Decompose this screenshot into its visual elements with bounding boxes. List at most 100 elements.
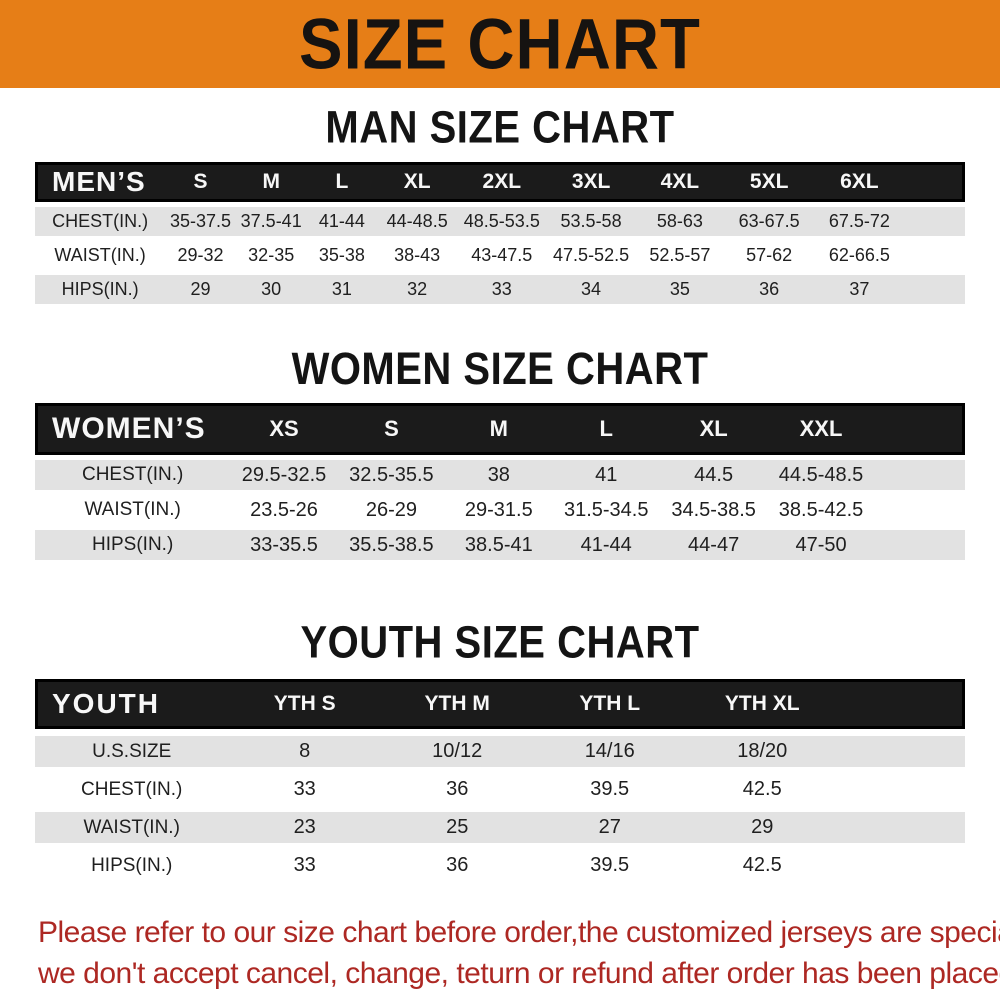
value-cell: 32 xyxy=(377,275,458,304)
section-men: MAN SIZE CHART MEN’S S M L XL 2XL 3XL 4XL 5XL 6XL C… xyxy=(35,103,965,309)
row-spacer-cell xyxy=(875,495,965,525)
column-header-cell: XS xyxy=(230,403,338,455)
row-spacer-cell xyxy=(838,736,965,767)
table-row: HIPS(IN.) 29 30 31 32 33 34 35 36 37 xyxy=(35,275,965,304)
value-cell: 38.5-42.5 xyxy=(778,498,864,521)
table-row: WAIST(IN.) 23.5-26 26-29 29-31.5 31.5-34.5 34… xyxy=(35,495,965,525)
row-spacer-cell xyxy=(904,275,965,304)
table-header-row: WOMEN’S XS S M L XL XXL xyxy=(35,403,965,455)
row-spacer-cell xyxy=(874,460,965,490)
row-label-cell: WAIST(IN.) xyxy=(84,499,181,520)
banner-title: SIZE CHART xyxy=(299,3,701,85)
header-spacer-cell xyxy=(904,162,965,202)
row-label-cell: HIPS(IN.) xyxy=(35,530,231,560)
value-cell: 37 xyxy=(814,275,905,304)
section-youth: YOUTH SIZE CHART YOUTH YTH S YTH M YTH L YTH … xyxy=(35,617,965,888)
header-spacer-cell xyxy=(874,403,965,455)
women-size-table: WOMEN’S XS S M L XL XXL CHEST(IN.) 29.5-32.5 32.5… xyxy=(35,398,965,565)
header-label-cell: YOUTH xyxy=(35,679,229,729)
table-row: CHEST(IN.) 33 36 39.5 42.5 xyxy=(35,774,965,805)
footer-line-1: Please refer to our size chart before or… xyxy=(38,916,1000,949)
value-cell: 39.5 xyxy=(590,854,630,876)
header-label-cell: MEN’S xyxy=(35,162,166,202)
column-header-cell: S xyxy=(337,403,446,455)
column-header-cell: XXL xyxy=(767,403,875,455)
value-cell: 38.5-41 xyxy=(445,530,553,560)
section-title-men: MAN SIZE CHART xyxy=(35,103,965,153)
column-header-cell: YTH S xyxy=(228,679,381,729)
column-header-cell: L xyxy=(306,162,378,202)
row-label-cell: CHEST(IN.) xyxy=(81,778,183,800)
banner: SIZE CHART xyxy=(0,0,1000,88)
column-header-cell: L xyxy=(552,403,660,455)
column-header-cell: 6XL xyxy=(814,162,905,202)
table-header-row: MEN’S S M L XL 2XL 3XL 4XL 5XL 6XL xyxy=(35,162,965,202)
table-header-row: YOUTH YTH S YTH M YTH L YTH XL xyxy=(35,679,965,729)
value-cell: 57-62 xyxy=(746,245,793,265)
value-cell: 23.5-26 xyxy=(250,498,318,521)
value-cell: 52.5-57 xyxy=(649,245,711,265)
table-row: CHEST(IN.) 29.5-32.5 32.5-35.5 38 41 44.5 44.5… xyxy=(35,460,965,490)
value-cell: 36 xyxy=(446,778,469,800)
value-cell: 29 xyxy=(685,812,839,843)
value-cell: 18/20 xyxy=(685,736,839,767)
value-cell: 29-31.5 xyxy=(464,498,533,521)
column-header-cell: YTH XL xyxy=(685,679,839,729)
value-cell: 53.5-58 xyxy=(546,207,636,236)
table-row: U.S.SIZE 8 10/12 14/16 18/20 xyxy=(35,736,965,767)
value-cell: 31.5-34.5 xyxy=(563,498,649,521)
row-label-cell: WAIST(IN.) xyxy=(35,812,229,843)
value-cell: 34.5-38.5 xyxy=(671,498,756,521)
value-cell: 29 xyxy=(165,275,236,304)
value-cell: 58-63 xyxy=(635,207,725,236)
value-cell: 44.5-48.5 xyxy=(767,460,875,490)
row-spacer-cell xyxy=(904,207,965,236)
table-row: HIPS(IN.) 33 36 39.5 42.5 xyxy=(35,850,965,881)
value-cell: 47-50 xyxy=(767,530,875,560)
value-cell: 67.5-72 xyxy=(814,207,905,236)
value-cell: 26-29 xyxy=(365,498,417,521)
row-spacer-cell xyxy=(874,530,965,560)
value-cell: 63-67.5 xyxy=(724,207,815,236)
value-cell: 34 xyxy=(546,275,636,304)
value-cell: 29-32 xyxy=(177,245,224,265)
header-label-cell: WOMEN’S xyxy=(35,403,231,455)
value-cell: 32.5-35.5 xyxy=(337,460,446,490)
row-label-cell: HIPS(IN.) xyxy=(91,854,173,876)
value-cell: 41 xyxy=(552,460,660,490)
value-cell: 37.5-41 xyxy=(235,207,307,236)
value-cell: 31 xyxy=(306,275,378,304)
value-cell: 38-43 xyxy=(394,245,441,265)
value-cell: 33 xyxy=(457,275,547,304)
column-header-cell: XL xyxy=(377,162,458,202)
value-cell: 62-66.5 xyxy=(828,245,890,265)
value-cell: 10/12 xyxy=(380,736,534,767)
row-spacer-cell xyxy=(904,241,965,270)
value-cell: 48.5-53.5 xyxy=(457,207,547,236)
row-spacer-cell xyxy=(839,774,966,805)
value-cell: 33 xyxy=(293,854,316,876)
value-cell: 41-44 xyxy=(552,530,660,560)
table-row: WAIST(IN.) 29-32 32-35 35-38 38-43 43-47.5 47.… xyxy=(35,241,965,270)
row-label-cell: CHEST(IN.) xyxy=(35,207,166,236)
value-cell: 14/16 xyxy=(533,736,686,767)
value-cell: 30 xyxy=(235,275,307,304)
value-cell: 33-35.5 xyxy=(230,530,338,560)
value-cell: 33 xyxy=(293,778,316,800)
value-cell: 38 xyxy=(445,460,553,490)
value-cell: 36 xyxy=(446,854,469,876)
value-cell: 35-38 xyxy=(318,245,365,265)
size-chart-sections: MAN SIZE CHART MEN’S S M L XL 2XL 3XL 4XL 5XL 6XL C… xyxy=(0,103,1000,888)
column-header-cell: 3XL xyxy=(546,162,636,202)
column-header-cell: 2XL xyxy=(457,162,547,202)
column-header-cell: 5XL xyxy=(724,162,815,202)
men-size-table: MEN’S S M L XL 2XL 3XL 4XL 5XL 6XL CHEST(IN.) 35-37… xyxy=(35,157,965,309)
value-cell: 44-48.5 xyxy=(377,207,458,236)
value-cell: 27 xyxy=(533,812,686,843)
row-label-cell: CHEST(IN.) xyxy=(35,460,231,490)
value-cell: 36 xyxy=(724,275,815,304)
footer-note: Please refer to our size chart before or… xyxy=(0,912,1000,994)
value-cell: 42.5 xyxy=(742,854,782,876)
column-header-cell: M xyxy=(235,162,307,202)
section-title-text: YOUTH SIZE CHART xyxy=(300,617,700,669)
